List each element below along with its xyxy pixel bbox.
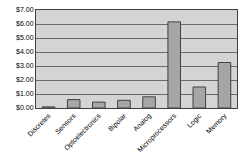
svg-text:$5.00: $5.00 — [16, 34, 34, 41]
svg-text:$2.00: $2.00 — [16, 76, 34, 83]
svg-text:Discretes: Discretes — [26, 112, 52, 138]
svg-text:Analog: Analog — [132, 112, 153, 133]
svg-text:Microprocessors: Microprocessors — [136, 112, 178, 154]
svg-text:Optoelectronics: Optoelectronics — [63, 112, 103, 152]
svg-text:$1.00: $1.00 — [16, 90, 34, 97]
svg-text:Memory: Memory — [205, 112, 229, 136]
svg-text:$6.00: $6.00 — [16, 20, 34, 27]
svg-text:$7.00: $7.00 — [16, 6, 34, 13]
svg-text:$3.00: $3.00 — [16, 62, 34, 69]
svg-text:$4.00: $4.00 — [16, 48, 34, 55]
svg-text:Logic: Logic — [186, 112, 204, 130]
svg-text:Bipolar: Bipolar — [107, 112, 129, 134]
svg-text:$0.00: $0.00 — [16, 104, 34, 111]
svg-text:Sensors: Sensors — [54, 112, 77, 135]
